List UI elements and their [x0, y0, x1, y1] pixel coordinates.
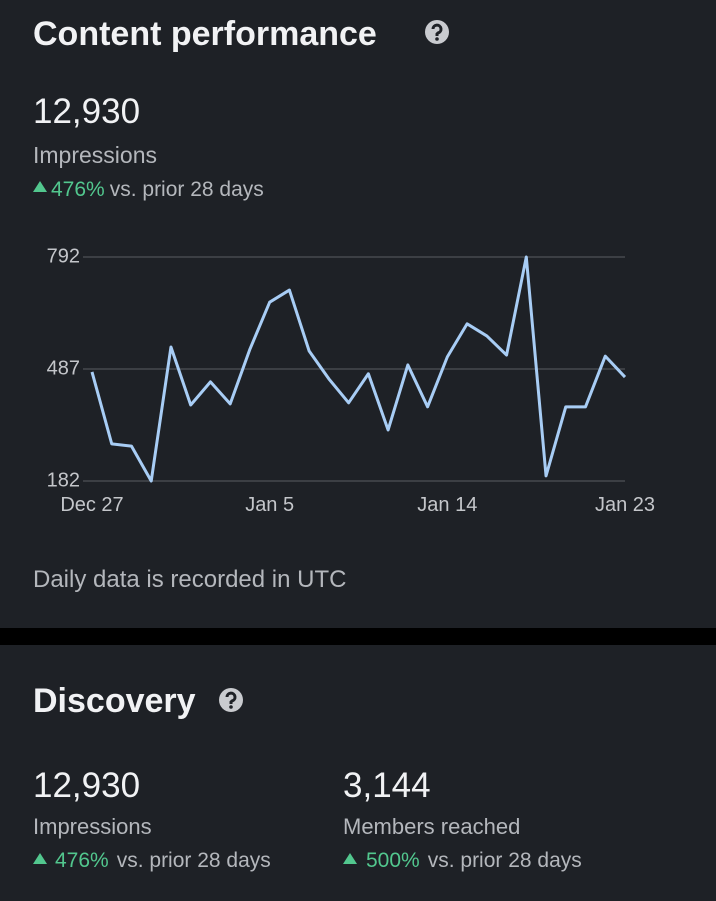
panel: [0, 645, 716, 901]
up-arrow: [343, 853, 357, 864]
comparison: vs. prior 28 days: [110, 178, 264, 201]
comparison: vs. prior 28 days: [428, 849, 582, 872]
section-title: Content performance: [33, 15, 377, 53]
separator: [0, 628, 716, 645]
change-value: 500%: [366, 849, 420, 872]
change-value: 476%: [51, 178, 105, 201]
x-tick-label: Jan 23: [595, 494, 655, 516]
section-title: Discovery: [33, 682, 196, 720]
line: [90, 255, 627, 483]
y-tick-label: 792: [47, 245, 80, 267]
metric-label: Impressions: [33, 814, 152, 839]
metric-label: Impressions: [33, 142, 157, 168]
y-tick-label: 487: [47, 357, 80, 379]
change-value: 476%: [55, 849, 109, 872]
chart: 182 487 792 Dec 27 Jan 5 Jan 14 Jan 23: [47, 245, 655, 516]
metric-label: Members reached: [343, 814, 520, 839]
note: Daily data is recorded in UTC: [33, 566, 346, 593]
metric-value: 12,930: [33, 766, 140, 805]
metric-change: 500% vs. prior 28 days: [366, 849, 582, 872]
help-icon[interactable]: [219, 688, 243, 712]
up-arrow: [33, 853, 47, 864]
metric-change: 476% vs. prior 28 days: [55, 849, 271, 872]
metric-value: 3,144: [343, 766, 431, 805]
up-arrow: [33, 181, 47, 192]
metric-value: 12,930: [33, 92, 140, 131]
x-tick-label: Jan 14: [417, 494, 477, 516]
comparison: vs. prior 28 days: [117, 849, 271, 872]
x-tick-label: Dec 27: [60, 494, 123, 516]
y-tick-label: 182: [47, 469, 80, 491]
panel: [0, 0, 716, 628]
metric-change: 476% vs. prior 28 days: [51, 178, 264, 201]
help-icon[interactable]: [425, 20, 449, 44]
x-tick-label: Jan 5: [245, 494, 294, 516]
